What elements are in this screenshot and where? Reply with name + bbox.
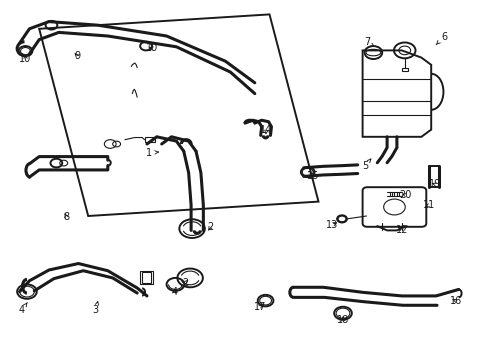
Text: 3: 3 [93, 302, 98, 315]
Text: 2: 2 [208, 222, 214, 232]
Text: 14: 14 [261, 125, 273, 135]
Text: 9: 9 [74, 51, 80, 61]
Text: 6: 6 [436, 32, 447, 45]
Text: 5: 5 [362, 159, 371, 171]
Text: 18: 18 [337, 315, 349, 325]
Text: 2: 2 [182, 278, 188, 288]
Text: 1: 1 [147, 148, 158, 158]
Text: 16: 16 [450, 296, 462, 306]
Text: 12: 12 [395, 225, 408, 235]
Text: 4: 4 [19, 302, 27, 315]
Bar [140, 271, 153, 284]
Text: 17: 17 [253, 302, 266, 312]
Text: 20: 20 [399, 190, 412, 200]
Text: 13: 13 [326, 220, 339, 230]
Text: 15: 15 [307, 171, 320, 181]
Text: 4: 4 [172, 287, 177, 297]
Text: 10: 10 [19, 54, 31, 64]
Text: 19: 19 [429, 179, 441, 189]
Text: 8: 8 [63, 212, 69, 222]
Bar [145, 137, 155, 142]
Bar [402, 68, 408, 71]
Bar [142, 272, 151, 283]
Text: 11: 11 [423, 200, 436, 210]
Text: 10: 10 [146, 43, 158, 53]
Text: 7: 7 [365, 37, 374, 48]
